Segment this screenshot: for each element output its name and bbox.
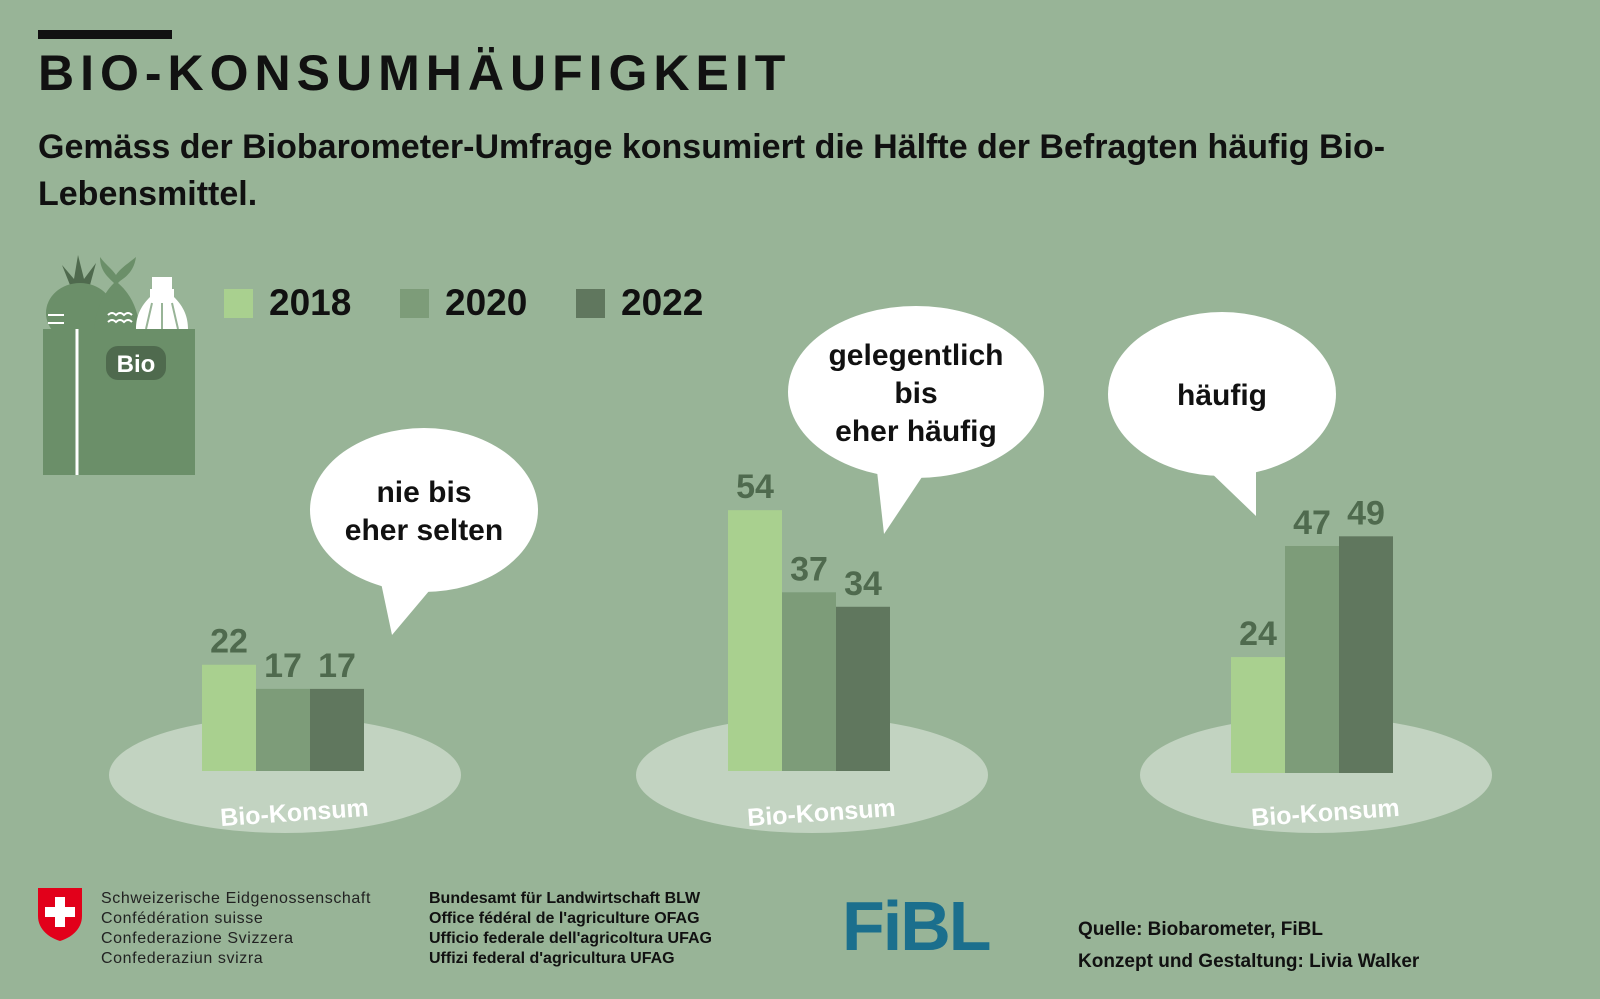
legend-item-2020: 2020 xyxy=(400,282,527,324)
data-label: 34 xyxy=(844,565,882,603)
legend-label-2020: 2020 xyxy=(445,282,528,323)
credits-text: Konzept und Gestaltung: Livia Walker xyxy=(1078,951,1420,972)
federation-line: Schweizerische Eidgenossenschaft xyxy=(101,890,372,907)
category-label: häufig xyxy=(1177,379,1267,412)
office-line: Office fédéral de l'agriculture OFAG xyxy=(429,910,700,927)
platform-ellipse xyxy=(1140,717,1492,833)
legend-label-2018: 2018 xyxy=(269,282,352,323)
data-label: 22 xyxy=(210,623,248,661)
credits-block: Quelle: Biobarometer, FiBL Konzept und G… xyxy=(1078,914,1419,978)
category-label: nie bis xyxy=(376,476,471,509)
bar xyxy=(1285,545,1339,773)
office-names: Bundesamt für Landwirtschaft BLW Office … xyxy=(429,889,712,969)
category-label: gelegentlich xyxy=(828,339,1003,372)
data-label: 54 xyxy=(736,468,774,506)
speech-bubble xyxy=(1108,312,1336,476)
federation-line: Confédération suisse xyxy=(101,910,264,927)
swiss-cross-icon xyxy=(38,888,82,941)
title-accent-bar xyxy=(38,30,172,39)
bar xyxy=(836,606,890,771)
office-line: Uffizi federal d'agricultura UFAG xyxy=(429,950,675,967)
bag-label: Bio xyxy=(117,351,156,378)
speech-bubble xyxy=(310,428,538,592)
data-label: 24 xyxy=(1239,615,1277,653)
bio-shopping-bag-icon: Bio xyxy=(43,255,195,475)
legend-swatch-2022 xyxy=(576,288,605,318)
bar xyxy=(782,592,836,771)
platform-ellipse xyxy=(636,717,988,833)
page-subtitle: Gemäss der Biobarometer-Umfrage konsumie… xyxy=(38,128,1386,213)
bar xyxy=(1339,536,1393,773)
legend-swatch-2020 xyxy=(400,288,429,318)
data-label: 17 xyxy=(318,647,356,685)
data-label: 47 xyxy=(1293,504,1331,542)
federation-line: Confederaziun svizra xyxy=(101,950,264,967)
speech-bubble-tail xyxy=(876,462,932,534)
legend-label-2022: 2022 xyxy=(621,282,704,323)
source-text: Quelle: Biobarometer, FiBL xyxy=(1078,919,1323,940)
category-label: eher selten xyxy=(345,514,503,547)
bar xyxy=(1231,657,1285,773)
office-line: Bundesamt für Landwirtschaft BLW xyxy=(429,890,701,907)
platform-ellipse xyxy=(109,717,461,833)
speech-bubble-tail xyxy=(380,578,440,635)
legend-item-2018: 2018 xyxy=(224,282,351,324)
data-label: 37 xyxy=(790,550,828,588)
speech-bubble xyxy=(788,306,1044,478)
federation-names: Schweizerische Eidgenossenschaft Confédé… xyxy=(101,889,371,969)
legend-swatch-2018 xyxy=(224,288,253,318)
fibl-logo: FiBL xyxy=(842,887,992,965)
bar xyxy=(728,510,782,771)
bar xyxy=(310,688,364,771)
data-label: 17 xyxy=(264,647,302,685)
bar xyxy=(256,688,310,771)
category-label: eher häufig xyxy=(835,415,997,448)
data-label: 49 xyxy=(1347,494,1385,532)
office-line: Ufficio federale dell'agricoltura UFAG xyxy=(429,930,712,947)
federation-line: Confederazione Svizzera xyxy=(101,930,294,947)
category-label: bis xyxy=(894,377,937,410)
page-title: BIO-KONSUMHÄUFIGKEIT xyxy=(38,45,792,101)
speech-bubble-tail xyxy=(1204,466,1256,516)
bar xyxy=(202,664,256,771)
legend-item-2022: 2022 xyxy=(576,282,703,324)
